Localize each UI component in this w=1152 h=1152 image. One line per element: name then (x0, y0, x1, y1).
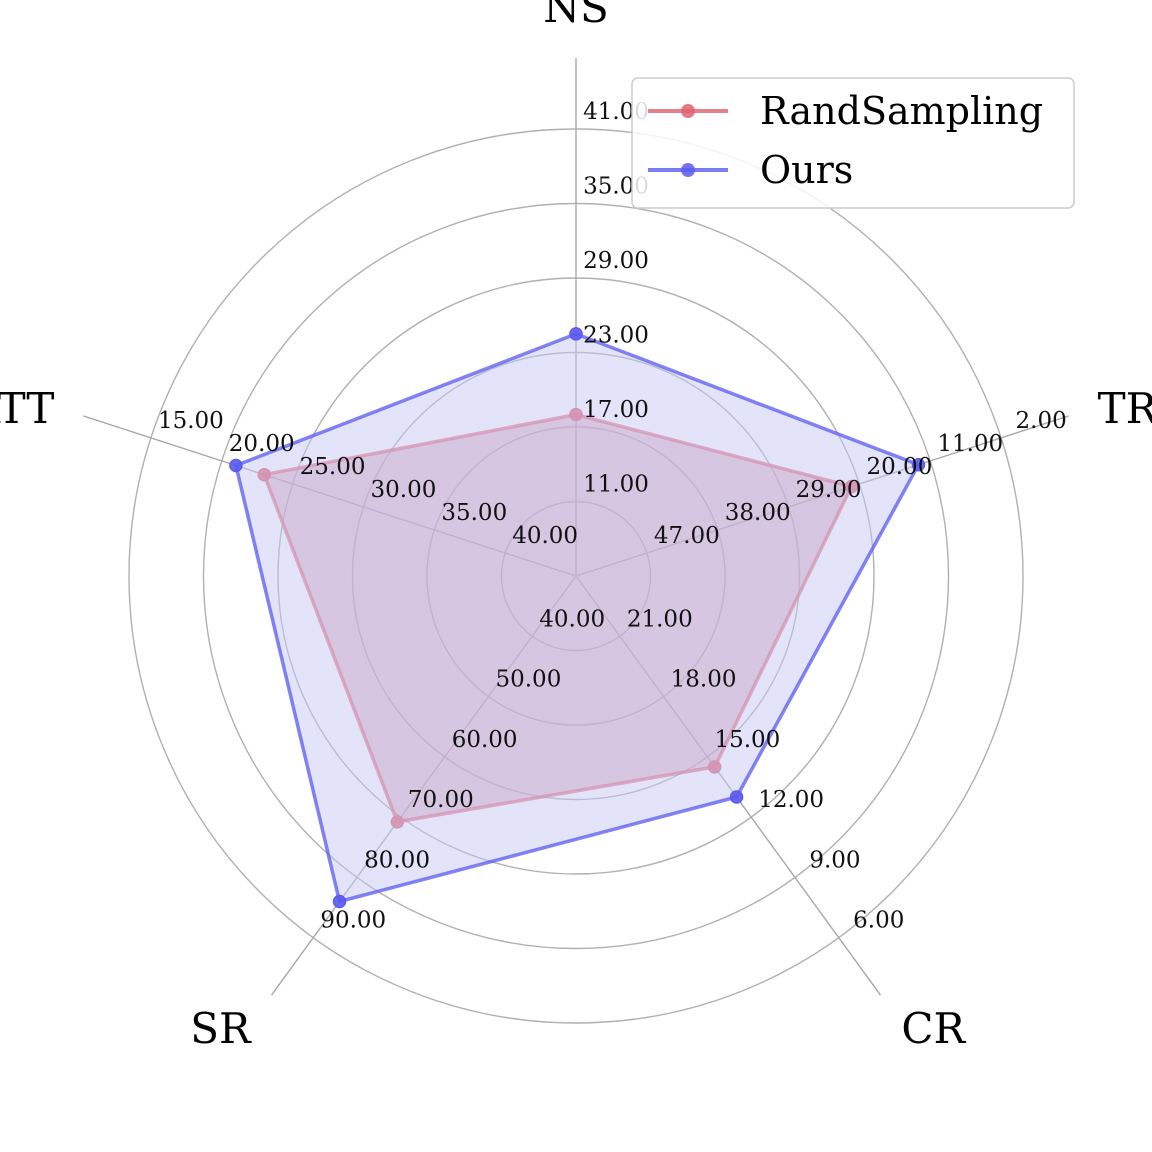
tick-label-sr-6: 90.00 (320, 908, 386, 934)
tick-label-att-2: 35.00 (441, 500, 507, 526)
series-area-ours (235, 333, 919, 902)
axis-label-sr: SR (190, 1004, 252, 1053)
axis-labels: NS TR CR SR ATT (0, 0, 1152, 1053)
tick-label-ns-3: 23.00 (583, 323, 649, 349)
tick-label-tr-4: 20.00 (866, 454, 932, 480)
point-ours-ns (569, 327, 583, 341)
point-ours-tr (911, 457, 926, 472)
legend-marker-randsampling (681, 104, 695, 118)
tick-label-tr-3: 29.00 (796, 477, 862, 503)
legend-frame (631, 77, 1075, 209)
tick-label-att-6: 15.00 (158, 408, 224, 434)
tick-label-ns-1: 11.00 (583, 472, 649, 498)
axis-label-tr: TR (1098, 384, 1152, 433)
tick-label-tr-1: 47.00 (654, 523, 720, 549)
tick-label-ns-4: 29.00 (583, 248, 649, 274)
tick-label-tr-6: 2.00 (1016, 408, 1067, 434)
legend-marker-ours (681, 163, 695, 177)
legend: RandSampling Ours (631, 77, 1075, 209)
tick-label-sr-5: 80.00 (364, 847, 430, 873)
tick-label-att-5: 20.00 (229, 431, 295, 457)
tick-label-sr-4: 70.00 (408, 787, 474, 813)
tick-label-tr-5: 11.00 (937, 431, 1003, 457)
axis-label-att: ATT (0, 384, 54, 433)
axis-label-cr: CR (901, 1004, 966, 1053)
tick-label-att-4: 25.00 (300, 454, 366, 480)
tick-label-att-1: 40.00 (512, 523, 578, 549)
tick-label-cr-3: 15.00 (714, 727, 780, 753)
tick-label-cr-1: 21.00 (627, 606, 693, 632)
point-ours-att (229, 458, 243, 473)
tick-label-att-3: 30.00 (371, 477, 437, 503)
tick-label-cr-2: 18.00 (671, 667, 737, 693)
tick-label-cr-6: 6.00 (853, 908, 904, 934)
tick-label-cr-5: 9.00 (809, 847, 860, 873)
tick-label-ns-2: 17.00 (583, 397, 649, 423)
point-ours-sr (332, 894, 347, 909)
tick-labels: 11.0017.0023.0029.0035.0041.0047.0038.00… (158, 99, 1067, 934)
tick-label-sr-2: 50.00 (495, 667, 561, 693)
series-layer (229, 327, 926, 909)
tick-label-tr-2: 38.00 (725, 500, 791, 526)
tick-label-sr-3: 60.00 (452, 727, 518, 753)
tick-label-cr-4: 12.00 (758, 787, 824, 813)
axis-label-ns: NS (543, 0, 609, 32)
legend-label-ours: Ours (760, 148, 853, 192)
legend-label-randsampling: RandSampling (760, 89, 1043, 133)
series-line-ours (234, 332, 921, 904)
tick-label-sr-1: 40.00 (539, 606, 605, 632)
point-ours-cr (729, 790, 744, 804)
